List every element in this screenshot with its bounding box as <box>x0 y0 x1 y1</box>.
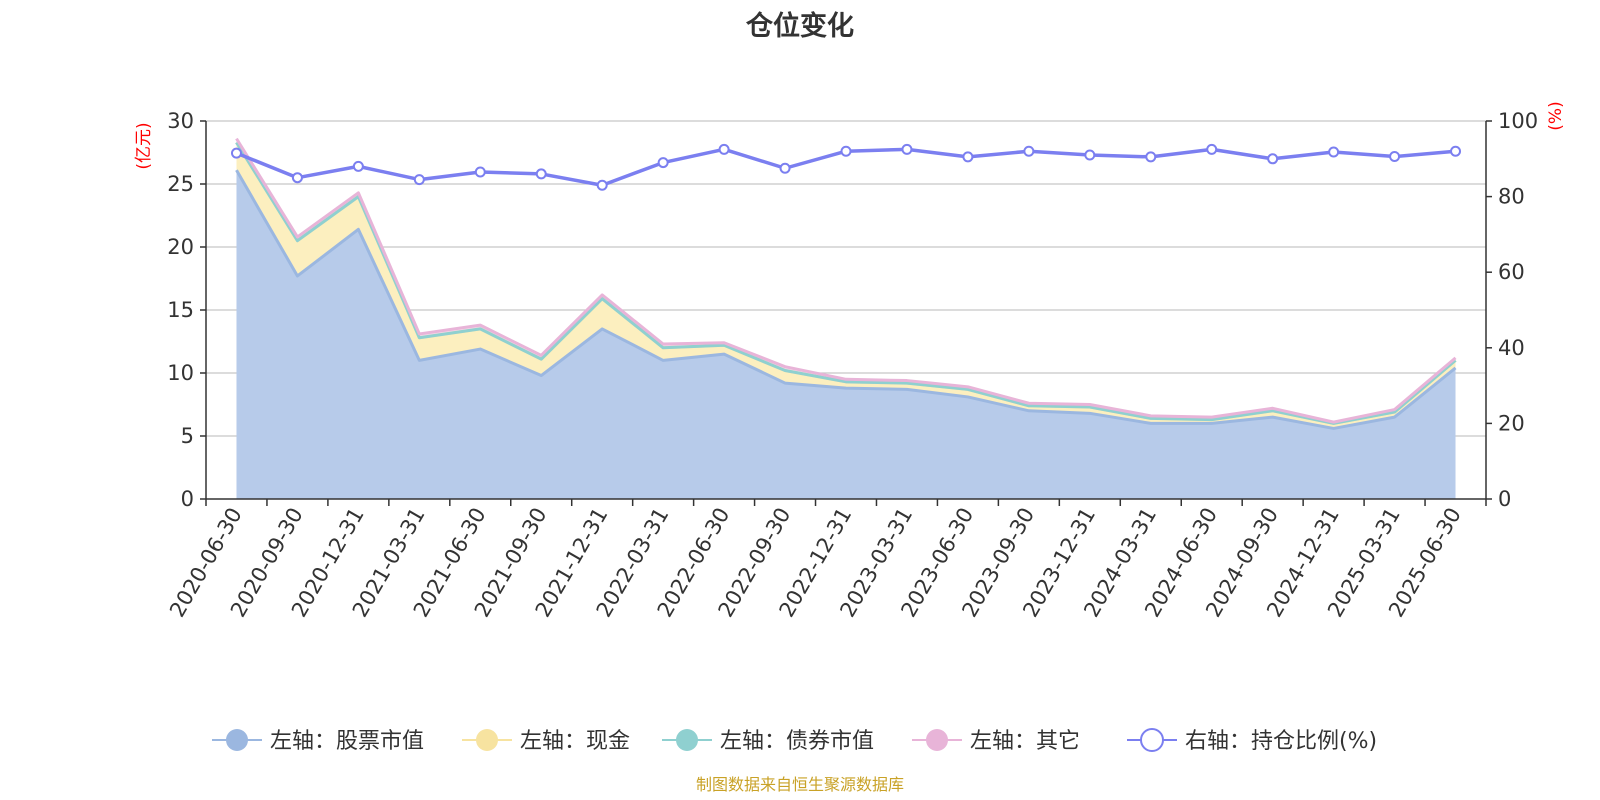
legend-label: 左轴：债券市值 <box>720 729 874 754</box>
legend-label: 左轴：股票市值 <box>270 729 424 754</box>
ratio-point <box>1145 151 1157 163</box>
ratio-line <box>230 143 1462 191</box>
ratio-point <box>1023 145 1035 157</box>
ratio-point <box>1389 151 1401 163</box>
right-tick-label: 80 <box>1498 185 1525 209</box>
legend-label: 左轴：现金 <box>520 729 630 754</box>
left-tick-label: 25 <box>167 172 194 196</box>
chart-title: 仓位变化 <box>746 11 854 42</box>
ratio-point <box>657 157 669 169</box>
right-tick-label: 0 <box>1498 487 1511 511</box>
legend-marker <box>926 729 948 751</box>
right-tick-label: 100 <box>1498 109 1538 133</box>
ratio-point <box>535 168 547 180</box>
line-左轴：债券市值 <box>235 141 1457 425</box>
legend-marker <box>226 729 248 751</box>
data-source-note: 制图数据来自恒生聚源数据库 <box>695 775 904 794</box>
ratio-point <box>413 174 425 186</box>
right-tick-label: 20 <box>1498 411 1525 435</box>
left-tick-label: 20 <box>167 235 194 259</box>
ratio-point <box>1206 143 1218 155</box>
line-左轴：股票市值 <box>235 169 1457 430</box>
legend-marker <box>676 729 698 751</box>
ratio-point <box>1267 153 1279 165</box>
area-左轴：股票市值 <box>236 170 1456 499</box>
ratio-point <box>718 143 730 155</box>
ratio-point <box>1450 145 1462 157</box>
ratio-point <box>230 147 242 159</box>
left-tick-label: 0 <box>181 487 194 511</box>
ratio-point <box>962 151 974 163</box>
left-axis-unit: (亿元) <box>134 122 154 169</box>
stacked-areas <box>236 138 1456 499</box>
legend-marker <box>1140 728 1164 752</box>
left-tick-label: 30 <box>167 109 194 133</box>
line-左轴：其它 <box>235 137 1457 424</box>
right-tick-label: 40 <box>1498 336 1525 360</box>
ratio-point <box>596 179 608 191</box>
ratio-point <box>352 160 364 172</box>
left-tick-label: 5 <box>181 424 194 448</box>
legend-label: 右轴：持仓比例(%) <box>1185 729 1377 754</box>
legend-label: 左轴：其它 <box>970 729 1080 754</box>
ratio-point <box>1328 146 1340 158</box>
left-tick-label: 15 <box>167 298 194 322</box>
series-lines <box>235 137 1457 430</box>
ratio-point <box>840 145 852 157</box>
legend-marker <box>476 729 498 751</box>
legend: 左轴：股票市值 左轴：现金 左轴：债券市值 左轴：其它 右轴：持仓比例(%) <box>212 728 1377 754</box>
right-axis-unit: (%) <box>1546 101 1566 130</box>
ratio-point <box>901 143 913 155</box>
ratio-point <box>474 166 486 178</box>
right-tick-label: 60 <box>1498 260 1525 284</box>
ratio-point <box>779 162 791 174</box>
ratio-point <box>1084 149 1096 161</box>
ratio-point <box>291 172 303 184</box>
left-tick-label: 10 <box>167 361 194 385</box>
